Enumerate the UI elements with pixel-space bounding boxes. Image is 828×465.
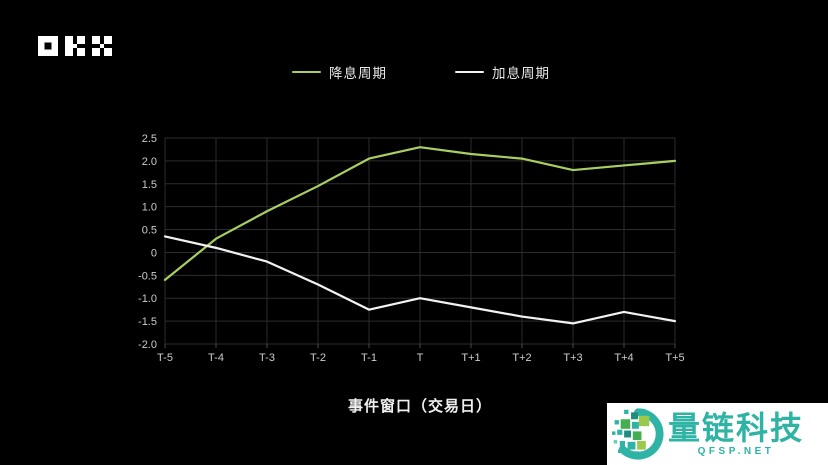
watermark-text-block: 量链科技 QFSP.NET [668,411,804,457]
legend-label-rate-hike-cycle: 加息周期 [492,66,550,81]
y-tick-label: 0.5 [142,225,157,237]
legend-swatch-rate-cut-cycle [292,70,321,74]
series-line-rate-cut-cycle [163,146,677,282]
x-tick-label: T-1 [361,352,377,364]
legend-item-rate-hike-cycle: 加息周期 [455,63,550,81]
x-tick-label: T [417,352,424,364]
watermark-domain: QFSP.NET [697,446,775,457]
legend-swatch-rate-hike-cycle [455,70,484,74]
x-tick-label: T+1 [461,352,480,364]
y-tick-label: -1.5 [138,316,157,328]
y-tick-label: 0 [151,247,157,259]
y-tick-label: 2.0 [142,156,157,168]
y-tick-label: -1.0 [138,293,157,305]
y-tick-label: 2.5 [142,133,157,145]
x-tick-label: T+5 [665,352,684,364]
x-tick-label: T+2 [512,352,531,364]
legend-item-rate-cut-cycle: 降息周期 [292,63,387,81]
watermark-brand-name: 量链科技 [668,410,805,446]
x-tick-label: T-5 [157,352,173,364]
x-tick-label: T-4 [208,352,224,364]
x-axis-title: 事件窗口（交易日） [347,398,492,415]
x-tick-label: T-3 [259,352,275,364]
y-tick-label: 1.0 [142,202,157,214]
legend-label-rate-cut-cycle: 降息周期 [329,66,387,81]
x-tick-label: T+4 [614,352,633,364]
x-tick-label: T+3 [563,352,582,364]
x-tick-label: T-2 [310,352,326,364]
okx-logo [38,36,112,56]
y-tick-label: -2.0 [138,339,157,351]
y-tick-label: 1.5 [142,179,157,191]
watermark-badge: 量链科技 QFSP.NET [607,403,828,465]
chart-legend: 降息周期 加息周期 [0,63,828,81]
series-line-rate-hike-cycle [163,235,677,325]
y-tick-label: -0.5 [138,270,157,282]
watermark-pixel-globe-icon [612,408,664,460]
